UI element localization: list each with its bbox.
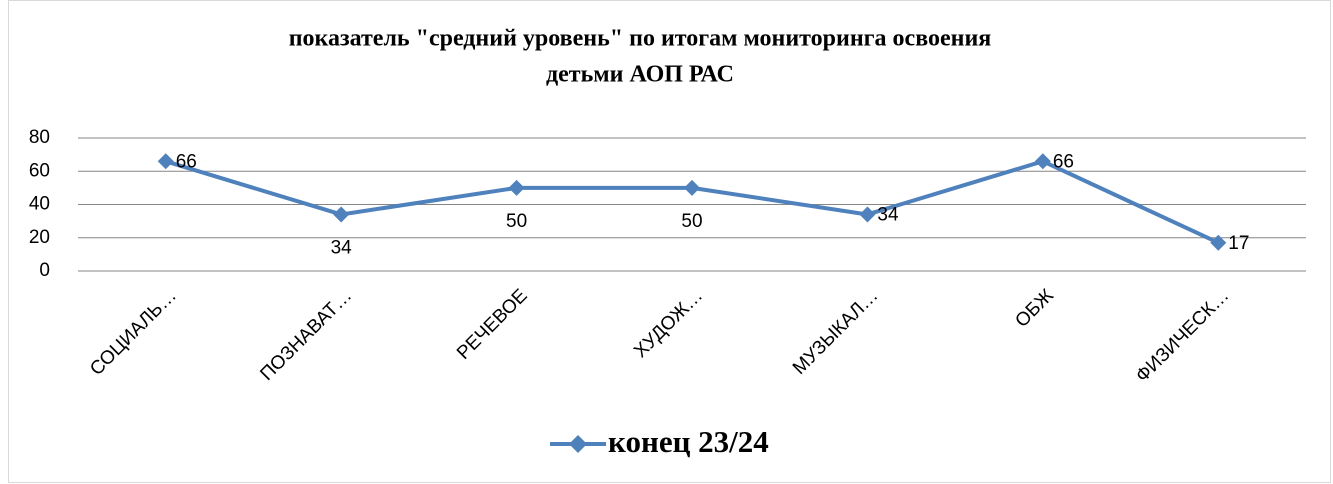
data-label: 34 xyxy=(877,204,899,225)
y-tick-label: 40 xyxy=(29,194,50,215)
data-label: 34 xyxy=(331,237,353,258)
y-tick-label: 80 xyxy=(29,127,50,148)
marker xyxy=(157,153,174,170)
chart-title: детьми АОП РАС xyxy=(546,62,734,88)
y-tick-label: 0 xyxy=(39,260,50,281)
y-tick-label: 20 xyxy=(29,227,50,248)
marker xyxy=(1034,153,1051,170)
legend-label: конец 23/24 xyxy=(608,424,769,459)
marker xyxy=(684,179,700,196)
data-label: 50 xyxy=(506,211,527,232)
marker xyxy=(333,206,350,223)
data-label: 66 xyxy=(1053,151,1074,172)
data-label: 17 xyxy=(1228,233,1249,254)
y-tick-label: 60 xyxy=(29,160,50,181)
marker xyxy=(508,179,525,196)
marker xyxy=(859,206,876,223)
chart-title: показатель "средний уровень" по итогам м… xyxy=(289,26,992,52)
data-label: 66 xyxy=(176,151,197,172)
legend-marker xyxy=(569,435,587,453)
marker xyxy=(1210,234,1227,251)
chart-frame xyxy=(8,0,1331,483)
data-label: 50 xyxy=(681,211,702,232)
